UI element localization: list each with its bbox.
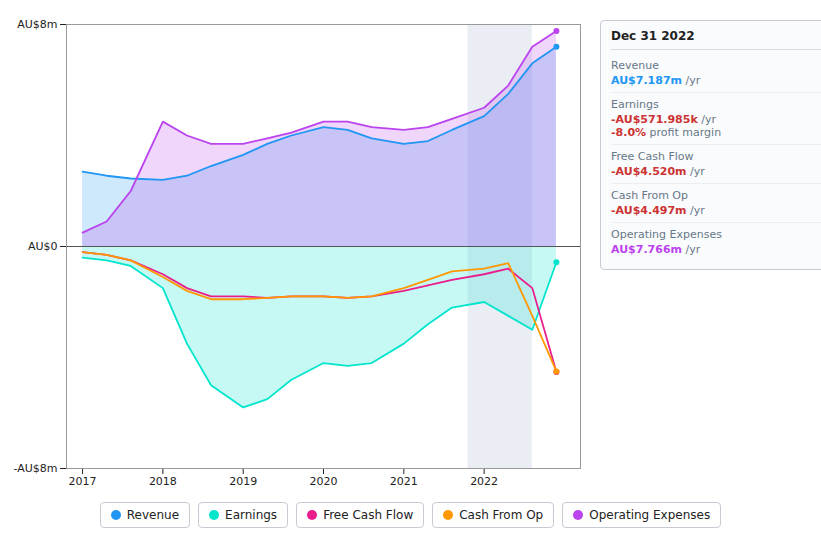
html-text:Cash From Op: Cash From Op: [459, 508, 544, 522]
html-text:-AU$571.985k /yr: -AU$571.985k /yr: [611, 113, 716, 126]
html-text:Earnings: Earnings: [611, 98, 659, 111]
svg-text:2018: 2018: [149, 475, 177, 488]
html-text:-AU$4.520m /yr: -AU$4.520m /yr: [611, 165, 705, 178]
html-text:AU$7.187m /yr: AU$7.187m /yr: [611, 74, 701, 87]
html-text:Revenue: Revenue: [611, 59, 659, 72]
html-text:Free Cash Flow: Free Cash Flow: [611, 150, 694, 163]
svg-text:-AU$8m: -AU$8m: [13, 462, 57, 475]
html-text:Free Cash Flow: Free Cash Flow: [323, 508, 414, 522]
html-text:Operating Expenses: Operating Expenses: [611, 228, 722, 241]
html-text:Earnings: Earnings: [225, 508, 278, 522]
html-text:-AU$4.497m /yr: -AU$4.497m /yr: [611, 204, 705, 217]
html-text:Operating Expenses: Operating Expenses: [589, 508, 711, 522]
svg-text:2022: 2022: [470, 475, 498, 488]
svg-text:2017: 2017: [69, 475, 97, 488]
svg-text:2019: 2019: [229, 475, 257, 488]
svg-text:2021: 2021: [390, 475, 418, 488]
html-text:Revenue: Revenue: [126, 508, 179, 522]
svg-text:AU$8m: AU$8m: [17, 18, 57, 31]
svg-text:2020: 2020: [310, 475, 338, 488]
html-text:Cash From Op: Cash From Op: [611, 189, 688, 202]
svg-text:AU$0: AU$0: [28, 240, 58, 253]
html-text:AU$7.766m /yr: AU$7.766m /yr: [611, 243, 701, 256]
html-text:-8.0% profit margin: -8.0% profit margin: [611, 126, 722, 139]
html-text:Dec 31 2022: Dec 31 2022: [611, 29, 695, 43]
